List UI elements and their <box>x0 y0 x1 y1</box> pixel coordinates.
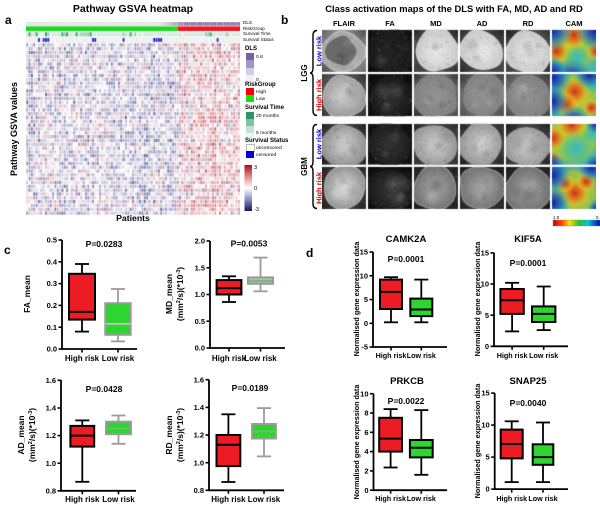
svg-text:High risk: High risk <box>315 171 324 204</box>
svg-text:Low risk: Low risk <box>529 351 558 360</box>
svg-text:Low risk: Low risk <box>244 354 277 363</box>
svg-text:Normalised gene expression dat: Normalised gene expression data <box>473 241 482 357</box>
svg-text:0.5: 0.5 <box>47 236 57 245</box>
svg-text:15: 15 <box>481 389 489 398</box>
svg-text:P=0.0053: P=0.0053 <box>231 239 268 249</box>
svg-text:0.8: 0.8 <box>46 486 56 495</box>
svg-text:High risk: High risk <box>497 351 528 360</box>
svg-text:P=0.0001: P=0.0001 <box>510 258 547 268</box>
svg-text:P=0.0189: P=0.0189 <box>232 383 269 393</box>
svg-text:2: 2 <box>364 467 368 476</box>
svg-text:Normalised gene expression dat: Normalised gene expression data <box>352 241 361 357</box>
svg-text:0.8: 0.8 <box>194 486 204 495</box>
svg-text:High risk: High risk <box>211 495 246 504</box>
svg-text:5: 5 <box>485 311 489 320</box>
svg-text:0: 0 <box>596 215 599 220</box>
svg-text:KIF5A: KIF5A <box>514 234 542 245</box>
svg-text:SNAP25: SNAP25 <box>510 376 548 387</box>
svg-text:CAMK2A: CAMK2A <box>386 234 427 245</box>
svg-text:0: 0 <box>364 319 368 328</box>
svg-text:-5: -5 <box>361 343 368 352</box>
svg-text:1.6: 1.6 <box>194 375 204 384</box>
svg-text:(mm2/s)(*10-3): (mm2/s)(*10-3) <box>27 408 37 462</box>
svg-text:GBM: GBM <box>300 157 309 176</box>
svg-text:0: 0 <box>364 486 368 495</box>
svg-text:Low risk: Low risk <box>102 495 135 504</box>
svg-text:0: 0 <box>486 485 490 494</box>
svg-text:8: 8 <box>364 409 368 418</box>
svg-text:Low risk: Low risk <box>102 354 135 363</box>
svg-text:(mm2/s)(*10-3): (mm2/s)(*10-3) <box>175 408 185 462</box>
svg-text:10: 10 <box>360 389 368 398</box>
svg-text:0.2: 0.2 <box>47 301 57 310</box>
svg-text:High risk: High risk <box>65 354 100 363</box>
svg-text:High risk: High risk <box>212 354 247 363</box>
svg-text:1.6: 1.6 <box>46 376 56 385</box>
svg-text:0.1: 0.1 <box>47 323 57 332</box>
svg-text:10: 10 <box>481 280 489 289</box>
svg-text:5: 5 <box>364 295 368 304</box>
svg-text:0.5: 0.5 <box>195 317 205 326</box>
svg-text:15: 15 <box>481 249 489 258</box>
svg-text:4: 4 <box>364 447 369 456</box>
svg-text:15: 15 <box>360 248 368 257</box>
svg-text:FA_mean: FA_mean <box>22 275 32 313</box>
svg-text:Normalised gene expression dat: Normalised gene expression data <box>473 383 482 499</box>
svg-text:1.0: 1.0 <box>195 290 205 299</box>
svg-text:P=0.0001: P=0.0001 <box>388 254 425 264</box>
svg-text:1.4: 1.4 <box>194 403 205 412</box>
svg-text:LGG: LGG <box>300 64 309 81</box>
svg-text:10: 10 <box>481 421 489 430</box>
svg-text:High risk: High risk <box>65 495 100 504</box>
svg-text:1.0: 1.0 <box>194 458 204 467</box>
svg-text:P=0.0022: P=0.0022 <box>388 396 425 406</box>
svg-text:6: 6 <box>364 428 368 437</box>
svg-text:3: 3 <box>254 165 257 171</box>
svg-text:0: 0 <box>254 186 257 192</box>
svg-text:0.0: 0.0 <box>47 345 57 354</box>
svg-text:AD_mean: AD_mean <box>16 415 26 454</box>
svg-text:0.4: 0.4 <box>47 257 58 266</box>
svg-text:1.2: 1.2 <box>194 431 204 440</box>
svg-text:Low risk: Low risk <box>315 35 324 66</box>
svg-text:Low risk: Low risk <box>528 494 557 503</box>
svg-text:High risk: High risk <box>375 494 406 503</box>
svg-text:Low risk: Low risk <box>407 351 436 360</box>
svg-text:0.3: 0.3 <box>47 279 57 288</box>
svg-text:1.0: 1.0 <box>553 215 560 220</box>
svg-text:1.4: 1.4 <box>46 404 57 413</box>
svg-text:(mm2/s)(*10-3): (mm2/s)(*10-3) <box>175 267 185 321</box>
svg-text:RD_mean: RD_mean <box>164 415 174 454</box>
svg-text:5: 5 <box>486 453 490 462</box>
svg-text:1.2: 1.2 <box>46 431 56 440</box>
svg-text:MD_mean: MD_mean <box>164 274 174 314</box>
svg-text:0: 0 <box>485 342 489 351</box>
svg-text:P=0.0428: P=0.0428 <box>86 384 123 394</box>
svg-text:High risk: High risk <box>376 351 407 360</box>
svg-text:0.0: 0.0 <box>195 344 205 353</box>
svg-text:10: 10 <box>360 271 368 280</box>
svg-text:Normalised gene expression dat: Normalised gene expression data <box>352 384 361 500</box>
svg-text:High risk: High risk <box>496 494 527 503</box>
svg-text:1.5: 1.5 <box>195 263 205 272</box>
svg-text:P=0.0040: P=0.0040 <box>510 398 547 408</box>
svg-text:2.0: 2.0 <box>195 237 205 246</box>
svg-text:PRKCB: PRKCB <box>390 376 424 387</box>
svg-text:1.0: 1.0 <box>46 459 56 468</box>
svg-text:-3: -3 <box>254 207 259 213</box>
svg-text:P=0.0283: P=0.0283 <box>86 239 123 249</box>
svg-text:Low risk: Low risk <box>315 128 324 159</box>
svg-text:High risk: High risk <box>315 78 324 111</box>
svg-text:Low risk: Low risk <box>248 495 281 504</box>
svg-text:Low risk: Low risk <box>407 494 436 503</box>
